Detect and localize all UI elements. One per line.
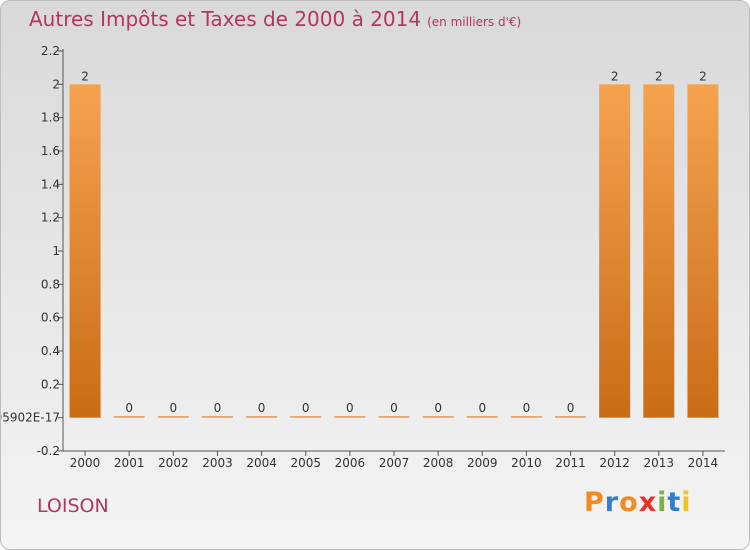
y-tick-label: 2.2 xyxy=(41,44,60,58)
y-tick-label: 1.4 xyxy=(41,177,60,191)
y-tick-label: 0.8 xyxy=(41,277,60,291)
x-tick-label: 2012 xyxy=(599,456,630,470)
x-tick-label: 2014 xyxy=(688,456,719,470)
logo-letter: o xyxy=(619,487,639,518)
bar-2011[interactable] xyxy=(555,416,587,418)
x-tick-label: 2005 xyxy=(290,456,321,470)
y-tick-label: 1.2 xyxy=(41,211,60,225)
bars: 2 0 0 0 0 0 0 0 0 0 0 0 2 2 2 xyxy=(69,69,719,418)
bar-value-label: 2 xyxy=(611,69,619,83)
x-tick-label: 2002 xyxy=(158,456,189,470)
x-tick-label: 2009 xyxy=(467,456,498,470)
logo-letter: t xyxy=(667,487,682,518)
x-tick-label: 2007 xyxy=(379,456,410,470)
bar-2004[interactable] xyxy=(246,416,278,418)
x-tick-label: 2006 xyxy=(335,456,366,470)
y-tick-label: -0.2 xyxy=(37,444,60,458)
x-tick-label: 2000 xyxy=(70,456,101,470)
bar-value-label: 0 xyxy=(523,401,531,415)
x-tick-label: 2008 xyxy=(423,456,454,470)
logo-letter: P xyxy=(584,487,605,518)
bar-value-label: 0 xyxy=(434,401,442,415)
y-tick-label: 0.4 xyxy=(41,344,60,358)
chart-title-unit: (en milliers d'€) xyxy=(427,15,522,29)
x-tick-label: 2003 xyxy=(202,456,233,470)
bar-value-label: 2 xyxy=(655,69,663,83)
y-tick-label: 1.8 xyxy=(41,111,60,125)
bar-2000[interactable] xyxy=(69,84,101,418)
proxiti-logo[interactable]: Proxiti xyxy=(584,487,692,518)
bar-value-label: 0 xyxy=(478,401,486,415)
bar-value-label: 0 xyxy=(214,401,222,415)
bar-2008[interactable] xyxy=(422,416,454,418)
y-tick-label: 1.6 xyxy=(41,144,60,158)
logo-letter: r xyxy=(604,487,620,518)
y-axis-ticks: -0.2 -1.5265566588595902E-17 0.2 0.4 0.6 0.8 1… xyxy=(1,44,63,458)
x-tick-label: 2004 xyxy=(246,456,277,470)
chart-title-text: Autres Impôts et Taxes de 2000 à 2014 xyxy=(29,7,422,31)
bar-2013[interactable] xyxy=(643,84,675,418)
x-tick-label: 2010 xyxy=(511,456,542,470)
bar-2002[interactable] xyxy=(157,416,189,418)
bar-2007[interactable] xyxy=(378,416,410,418)
bar-value-label: 0 xyxy=(258,401,266,415)
bar-value-label: 0 xyxy=(390,401,398,415)
bar-2006[interactable] xyxy=(334,416,366,418)
bar-value-label: 0 xyxy=(346,401,354,415)
x-tick-label: 2013 xyxy=(644,456,675,470)
bar-value-label: 0 xyxy=(125,401,133,415)
logo-letter: x xyxy=(638,487,658,518)
bar-value-label: 2 xyxy=(699,69,707,83)
x-tick-label: 2011 xyxy=(555,456,586,470)
location-name: LOISON xyxy=(37,495,109,517)
bar-value-label: 2 xyxy=(81,69,89,83)
chart-title: Autres Impôts et Taxes de 2000 à 2014 (en… xyxy=(29,7,521,31)
bar-2003[interactable] xyxy=(201,416,233,418)
x-tick-label: 2001 xyxy=(114,456,145,470)
bar-2010[interactable] xyxy=(510,416,542,418)
bar-2009[interactable] xyxy=(466,416,498,418)
bar-2012[interactable] xyxy=(599,84,631,418)
y-tick-label: -1.5265566588595902E-17 xyxy=(1,411,60,425)
logo-letter: i xyxy=(681,487,692,518)
y-tick-label: 0.2 xyxy=(41,377,60,391)
bar-value-label: 0 xyxy=(170,401,178,415)
y-tick-label: 1 xyxy=(52,244,60,258)
bar-value-label: 0 xyxy=(567,401,575,415)
bar-2001[interactable] xyxy=(113,416,145,418)
bar-2005[interactable] xyxy=(290,416,322,418)
bar-2014[interactable] xyxy=(687,84,719,418)
bar-value-label: 0 xyxy=(302,401,310,415)
y-tick-label: 2 xyxy=(52,77,60,91)
y-tick-label: 0.6 xyxy=(41,311,60,325)
logo-letter: i xyxy=(657,487,668,518)
x-axis-ticks: 2000 2001 2002 2003 2004 2005 2006 2007 2008 2009… xyxy=(70,451,718,470)
